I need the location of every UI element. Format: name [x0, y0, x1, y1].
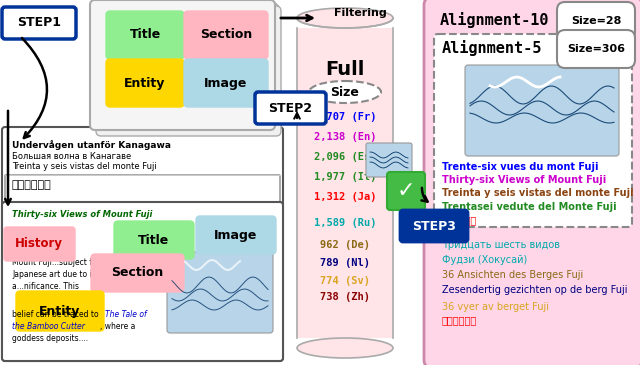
- Text: Treinta y seis vistas del monte Fuji: Treinta y seis vistas del monte Fuji: [12, 162, 157, 171]
- FancyBboxPatch shape: [465, 65, 619, 156]
- Text: Thirty-six Views of Mount Fuji: Thirty-six Views of Mount Fuji: [12, 210, 152, 219]
- Text: Alignment-10: Alignment-10: [440, 12, 550, 28]
- Text: Большая волна в Канагаве: Большая волна в Канагаве: [12, 152, 131, 161]
- Text: 36 Ansichten des Berges Fuji: 36 Ansichten des Berges Fuji: [442, 270, 583, 280]
- Text: 2,096 (Es): 2,096 (Es): [314, 152, 376, 162]
- Ellipse shape: [297, 8, 393, 28]
- Text: History: History: [15, 238, 63, 250]
- FancyBboxPatch shape: [90, 0, 275, 130]
- Text: Title: Title: [129, 28, 161, 42]
- FancyBboxPatch shape: [2, 7, 76, 39]
- Text: Size: Size: [331, 85, 360, 99]
- Ellipse shape: [297, 338, 393, 358]
- Text: belief can be traced to: belief can be traced to: [12, 310, 101, 319]
- Text: Mount Fuji...subject for: Mount Fuji...subject for: [12, 258, 100, 267]
- FancyBboxPatch shape: [92, 2, 277, 132]
- FancyBboxPatch shape: [184, 59, 268, 107]
- Text: 1,589 (Ru): 1,589 (Ru): [314, 218, 376, 228]
- FancyBboxPatch shape: [184, 11, 268, 59]
- Text: 789 (Nl): 789 (Nl): [320, 258, 370, 268]
- Text: the Bamboo Cutter: the Bamboo Cutter: [12, 322, 85, 331]
- FancyBboxPatch shape: [434, 34, 632, 227]
- Text: Section: Section: [111, 266, 163, 280]
- FancyBboxPatch shape: [94, 4, 279, 134]
- FancyBboxPatch shape: [424, 0, 640, 365]
- Bar: [297, 28, 393, 338]
- FancyBboxPatch shape: [91, 254, 184, 292]
- FancyBboxPatch shape: [4, 227, 75, 261]
- FancyBboxPatch shape: [196, 216, 276, 254]
- Text: Image: Image: [204, 77, 248, 89]
- Text: 富嶽三十六景: 富嶽三十六景: [12, 180, 52, 190]
- Text: Тридцать шесть видов: Тридцать шесть видов: [442, 240, 560, 250]
- Text: Japanese art due to its cultural: Japanese art due to its cultural: [12, 270, 131, 279]
- Text: 富岳三十六景: 富岳三十六景: [442, 315, 477, 325]
- Text: STEP3: STEP3: [412, 219, 456, 233]
- Text: a...nificance. This: a...nificance. This: [12, 282, 79, 291]
- Text: Full: Full: [325, 60, 365, 79]
- FancyBboxPatch shape: [167, 252, 273, 333]
- Text: 774 (Sv): 774 (Sv): [320, 276, 370, 286]
- Ellipse shape: [309, 81, 381, 103]
- Text: 富岳三十六景: 富岳三十六景: [442, 215, 477, 225]
- Text: 1,977 (It): 1,977 (It): [314, 172, 376, 182]
- Text: Size=28: Size=28: [571, 16, 621, 26]
- Text: , where a: , where a: [100, 322, 136, 331]
- Text: 1,312 (Ja): 1,312 (Ja): [314, 192, 376, 202]
- Text: The Tale of: The Tale of: [105, 310, 147, 319]
- Text: 36 vyer av berget Fuji: 36 vyer av berget Fuji: [442, 302, 549, 312]
- FancyBboxPatch shape: [96, 6, 281, 136]
- FancyBboxPatch shape: [557, 30, 635, 68]
- Text: 2,138 (En): 2,138 (En): [314, 132, 376, 142]
- Text: Trente-six vues du mont Fuji: Trente-six vues du mont Fuji: [442, 162, 598, 172]
- FancyBboxPatch shape: [366, 143, 412, 177]
- FancyBboxPatch shape: [387, 172, 425, 210]
- Text: 738 (Zh): 738 (Zh): [320, 292, 370, 302]
- FancyBboxPatch shape: [2, 127, 283, 361]
- Text: Treinta y seis vistas del monte Fuji: Treinta y seis vistas del monte Fuji: [442, 188, 634, 198]
- Text: 962 (De): 962 (De): [320, 240, 370, 250]
- FancyBboxPatch shape: [400, 210, 468, 242]
- Text: Entity: Entity: [124, 77, 166, 89]
- Text: STEP2: STEP2: [268, 101, 312, 115]
- Text: ✓: ✓: [397, 181, 415, 201]
- Text: Section: Section: [200, 28, 252, 42]
- Text: Undervågen utanför Kanagawa: Undervågen utanför Kanagawa: [12, 140, 171, 150]
- FancyBboxPatch shape: [2, 202, 283, 361]
- FancyBboxPatch shape: [557, 2, 635, 40]
- FancyBboxPatch shape: [16, 291, 104, 331]
- Text: Zesendertig gezichten op de berg Fuji: Zesendertig gezichten op de berg Fuji: [442, 285, 627, 295]
- FancyBboxPatch shape: [106, 11, 184, 59]
- FancyBboxPatch shape: [106, 59, 184, 107]
- Text: Trentasei vedute del Monte Fuji: Trentasei vedute del Monte Fuji: [442, 202, 616, 212]
- Text: Entity: Entity: [39, 304, 81, 318]
- Text: Alignment-5: Alignment-5: [442, 40, 542, 56]
- Text: Size=306: Size=306: [567, 44, 625, 54]
- FancyBboxPatch shape: [255, 92, 326, 124]
- Text: Thirty-six Views of Mount Fuji: Thirty-six Views of Mount Fuji: [442, 175, 606, 185]
- Text: Фудзи (Хокусай): Фудзи (Хокусай): [442, 255, 527, 265]
- FancyBboxPatch shape: [114, 221, 194, 259]
- Text: STEP1: STEP1: [17, 16, 61, 30]
- FancyBboxPatch shape: [5, 175, 280, 205]
- Text: Title: Title: [138, 234, 170, 246]
- Text: 2,707 (Fr): 2,707 (Fr): [314, 112, 376, 122]
- Text: goddess deposits....: goddess deposits....: [12, 334, 88, 343]
- Text: Image: Image: [214, 228, 258, 242]
- Text: Filtering: Filtering: [333, 8, 387, 18]
